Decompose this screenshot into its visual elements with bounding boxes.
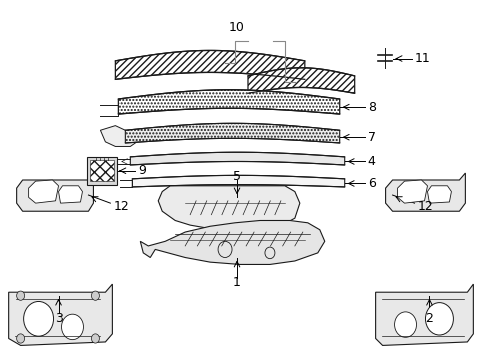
Text: 2: 2 (425, 312, 432, 325)
Polygon shape (140, 220, 324, 265)
Polygon shape (375, 284, 472, 346)
Text: 7: 7 (367, 131, 375, 144)
Polygon shape (90, 160, 114, 181)
Text: 10: 10 (228, 21, 244, 34)
Circle shape (17, 291, 24, 300)
Polygon shape (29, 180, 59, 203)
Polygon shape (247, 68, 354, 93)
Text: 9: 9 (138, 164, 146, 177)
Polygon shape (385, 173, 465, 211)
Polygon shape (158, 186, 299, 230)
Circle shape (425, 303, 452, 335)
Text: 12: 12 (113, 200, 129, 213)
Polygon shape (9, 284, 112, 346)
Polygon shape (130, 152, 344, 165)
Polygon shape (132, 175, 344, 187)
Text: 3: 3 (55, 312, 62, 325)
Circle shape (91, 334, 99, 343)
Polygon shape (125, 123, 339, 143)
Polygon shape (17, 173, 93, 211)
Polygon shape (59, 186, 82, 203)
Text: 8: 8 (367, 101, 375, 114)
Text: 6: 6 (367, 177, 375, 190)
Polygon shape (427, 186, 450, 203)
Circle shape (17, 334, 24, 343)
Text: 11: 11 (414, 52, 429, 65)
Circle shape (61, 314, 83, 339)
Text: 12: 12 (417, 200, 432, 213)
Polygon shape (100, 126, 140, 147)
Polygon shape (397, 180, 427, 203)
Polygon shape (118, 90, 339, 114)
Circle shape (23, 301, 53, 336)
Text: 4: 4 (367, 155, 375, 168)
Polygon shape (115, 50, 304, 79)
FancyBboxPatch shape (87, 157, 117, 185)
Text: 1: 1 (233, 276, 241, 289)
Text: 5: 5 (233, 170, 241, 183)
Circle shape (394, 312, 416, 337)
Circle shape (91, 291, 99, 300)
